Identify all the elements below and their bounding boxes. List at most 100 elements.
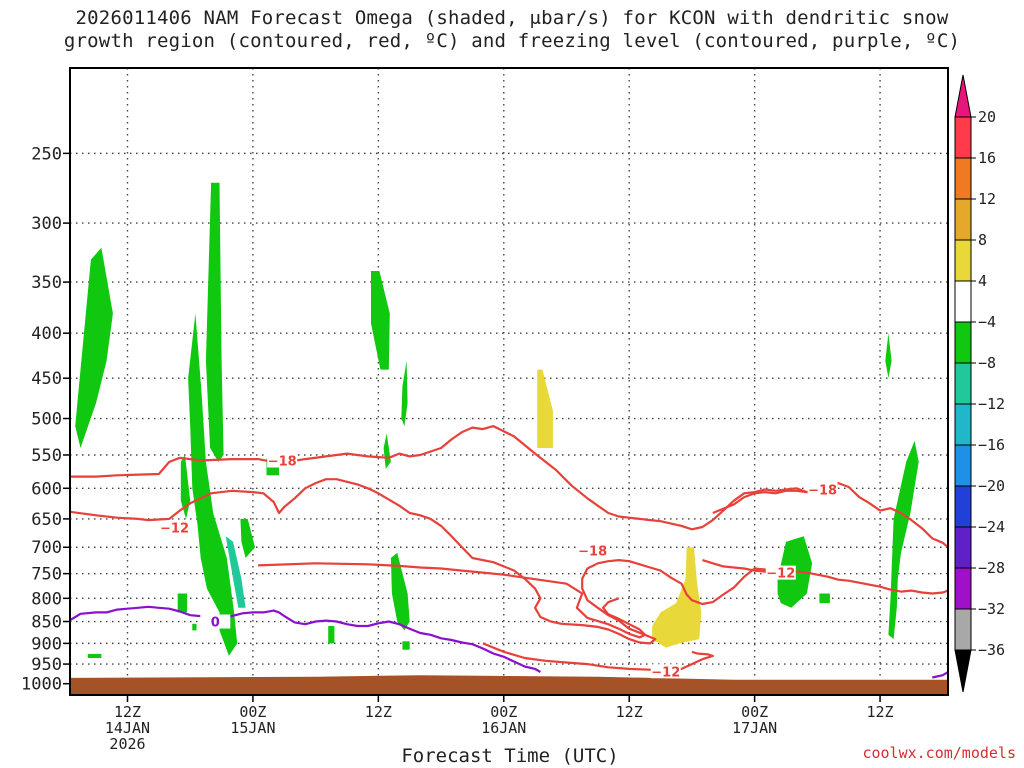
omega-region-8 — [390, 552, 410, 631]
contour-label-bg-2 — [159, 520, 190, 535]
omega-region-4 — [180, 455, 191, 519]
x-tick-label-72-2: 17JAN — [732, 719, 777, 737]
x-tick-label-60-1: 12Z — [616, 703, 643, 721]
x-axis-title: Forecast Time (UTC) — [401, 745, 619, 767]
contour-label-1: −18 — [268, 455, 297, 470]
y-tick-label-400: 400 — [31, 324, 62, 344]
colorbar-band-12 — [954, 567, 972, 610]
y-tick-label-800: 800 — [31, 589, 62, 609]
colorbar-label-5: 4 — [978, 272, 987, 290]
colorbar-over-triangle — [954, 74, 972, 118]
colorbar-band-4 — [954, 239, 972, 282]
y-tick-label-700: 700 — [31, 538, 62, 558]
contour-label-bg-7 — [200, 614, 231, 629]
contour-label-5: −12 — [766, 567, 795, 582]
plot-area: −18 −12 −18 −18 −12 −12 0 — [70, 68, 948, 695]
colorbar-band-5 — [954, 280, 972, 323]
omega-region-19 — [885, 333, 892, 379]
y-tick-label-450: 450 — [31, 369, 62, 389]
omega-region-5 — [371, 271, 390, 370]
omega-region-14 — [177, 593, 188, 613]
x-tick-label-72-1: 00Z — [741, 703, 768, 721]
y-tick-label-750: 750 — [31, 565, 62, 585]
colorbar-label-8: −12 — [978, 395, 1005, 413]
colorbar-label-12: −28 — [978, 559, 1005, 577]
omega-region-22 — [537, 369, 553, 448]
omega-region-16 — [192, 623, 197, 631]
omega-region-23 — [652, 547, 702, 648]
contour-line-1 — [70, 425, 948, 549]
omega-region-9 — [402, 641, 410, 650]
colorbar-band-13 — [954, 608, 972, 651]
contour-label-bg-4 — [807, 482, 838, 497]
colorbar-band-7 — [954, 362, 972, 405]
x-tick-label-24-2: 15JAN — [230, 719, 275, 737]
x-tick-label-84-1: 12Z — [867, 703, 894, 721]
colorbar: 20 16 12 8 4 −4 −8 −12 −16 −20 −24 −28 −32 −36 — [954, 74, 1005, 693]
y-tick-label-1000: 1000 — [21, 675, 62, 695]
omega-region-10 — [328, 626, 335, 644]
colorbar-label-1: 20 — [978, 108, 996, 126]
contour-line-5 — [702, 559, 776, 574]
ground-surface — [70, 675, 948, 695]
colorbar-band-11 — [954, 526, 972, 569]
omega-region-18 — [819, 593, 830, 604]
y-tick-label-550: 550 — [31, 446, 62, 466]
colorbar-label-14: −36 — [978, 641, 1005, 659]
colorbar-label-6: −4 — [978, 313, 996, 331]
y-tick-label-500: 500 — [31, 410, 62, 430]
colorbar-band-10 — [954, 485, 972, 528]
colorbar-label-2: 16 — [978, 149, 996, 167]
contour-label-7: 0 — [211, 616, 220, 631]
contour-line-6 — [482, 642, 714, 672]
colorbar-band-2 — [954, 157, 972, 200]
site-credit: coolwx.com/models — [862, 744, 1016, 762]
contour-label-bg-3 — [577, 543, 608, 558]
omega-region-7 — [383, 433, 391, 469]
omega-region-2 — [205, 182, 224, 462]
colorbar-under-triangle — [954, 649, 972, 693]
colorbar-label-9: −16 — [978, 436, 1005, 454]
x-tick-label-48-1: 00Z — [490, 703, 517, 721]
omega-region-15 — [87, 653, 102, 658]
y-tick-label-950: 950 — [31, 655, 62, 675]
x-tick-label-48-2: 16JAN — [481, 719, 526, 737]
x-tick-label-24-1: 00Z — [239, 703, 266, 721]
y-tick-label-850: 850 — [31, 613, 62, 633]
y-tick-label-900: 900 — [31, 634, 62, 654]
contour-label-bg-5 — [765, 565, 796, 580]
plot-frame — [69, 67, 949, 696]
colorbar-band-1 — [954, 116, 972, 159]
chart-title-line-2: growth region (contoured, red, ºC) and f… — [63, 30, 961, 52]
contour-label-2: −12 — [160, 522, 189, 537]
omega-region-20 — [888, 440, 919, 640]
colorbar-label-4: 8 — [978, 231, 987, 249]
contour-label-bg-1 — [267, 453, 298, 468]
chart-title-line-1: 2026011406 NAM Forecast Omega (shaded, μ… — [75, 7, 949, 29]
colorbar-band-8 — [954, 403, 972, 446]
colorbar-band-6 — [954, 321, 972, 364]
contour-label-3: −18 — [578, 545, 607, 560]
colorbar-label-7: −8 — [978, 354, 996, 372]
colorbar-label-13: −32 — [978, 600, 1005, 618]
omega-region-13 — [240, 518, 255, 558]
colorbar-band-3 — [954, 198, 972, 241]
contour-line-8 — [932, 671, 948, 679]
x-tick-label-12-3: 2026 — [109, 735, 145, 753]
x-tick-label-12-1: 12Z — [114, 703, 141, 721]
contour-label-bg-6 — [650, 664, 681, 679]
omega-region-21 — [225, 536, 246, 608]
contour-line-3 — [258, 562, 647, 639]
y-tick-label-250: 250 — [31, 144, 62, 164]
omega-region-12 — [195, 465, 207, 525]
x-tick-label-12-2: 14JAN — [105, 719, 150, 737]
y-tick-label-650: 650 — [31, 510, 62, 530]
contour-line-7 — [70, 605, 541, 673]
colorbar-label-3: 12 — [978, 190, 996, 208]
omega-region-1 — [75, 247, 113, 448]
contour-line-4 — [712, 487, 818, 515]
omega-region-6 — [401, 360, 408, 427]
colorbar-label-11: −24 — [978, 518, 1005, 536]
colorbar-label-10: −20 — [978, 477, 1005, 495]
